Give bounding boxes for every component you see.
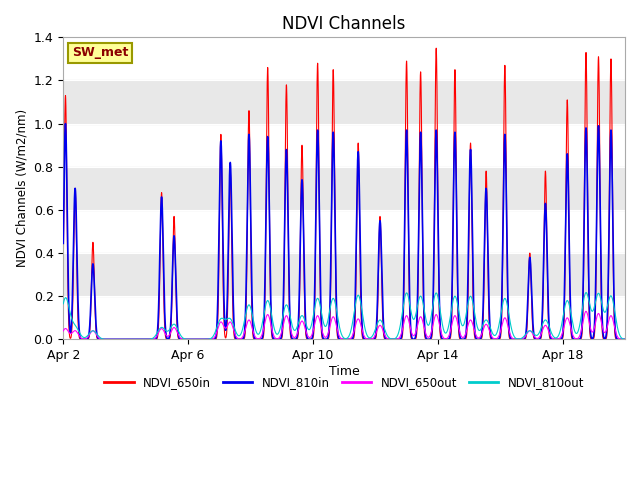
Bar (63, 253, 625, 296)
X-axis label: Time: Time (329, 365, 360, 378)
Y-axis label: NDVI Channels (W/m2/nm): NDVI Channels (W/m2/nm) (15, 109, 28, 267)
Title: NDVI Channels: NDVI Channels (282, 15, 406, 33)
Text: SW_met: SW_met (72, 47, 128, 60)
Bar (63, 81, 625, 124)
Legend: NDVI_650in, NDVI_810in, NDVI_650out, NDVI_810out: NDVI_650in, NDVI_810in, NDVI_650out, NDV… (99, 372, 589, 394)
Bar (63, 167, 625, 210)
